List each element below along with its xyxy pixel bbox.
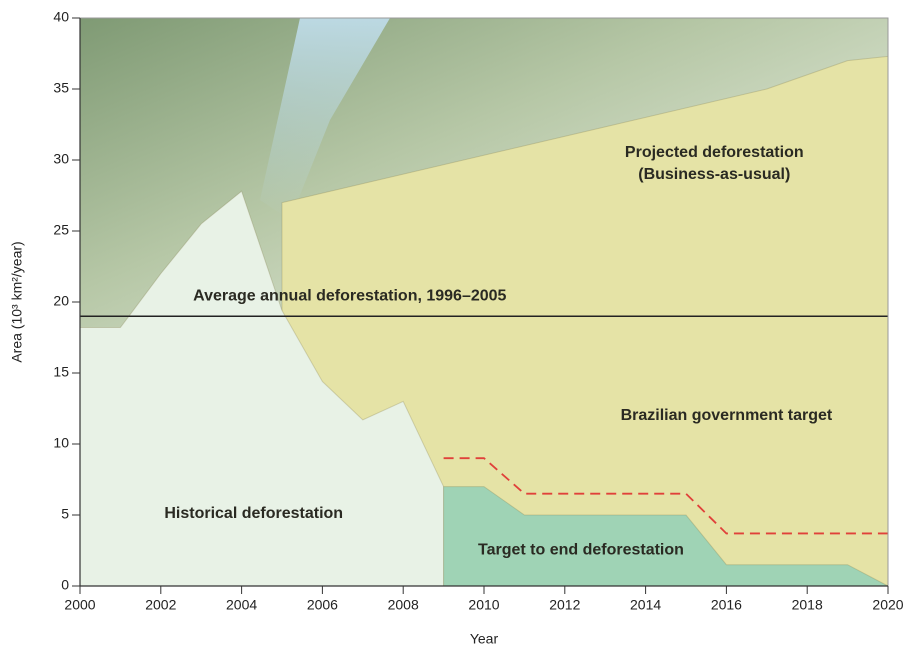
series-label: Historical deforestation	[164, 505, 343, 522]
y-tick-label: 10	[53, 435, 69, 451]
series-label: Target to end deforestation	[478, 542, 684, 559]
x-axis-label: Year	[470, 631, 499, 647]
x-tick-label: 2016	[711, 597, 742, 613]
y-tick-label: 30	[53, 151, 69, 167]
y-tick-label: 35	[53, 80, 69, 96]
x-tick-label: 2004	[226, 597, 257, 613]
y-tick-label: 15	[53, 364, 69, 380]
x-tick-label: 2014	[630, 597, 661, 613]
y-tick-label: 40	[53, 9, 69, 25]
y-tick-label: 20	[53, 293, 69, 309]
y-tick-label: 0	[61, 577, 69, 593]
x-tick-label: 2010	[468, 597, 499, 613]
x-tick-label: 2006	[307, 597, 338, 613]
chart: Year Area (10³ km²/year) Projected defor…	[0, 0, 910, 659]
series-label: (Business-as-usual)	[638, 166, 790, 183]
y-axis-label: Area (10³ km²/year)	[9, 241, 25, 362]
reference-label: Average annual deforestation, 1996–2005	[193, 287, 506, 304]
series-label: Projected deforestation	[625, 144, 804, 161]
x-tick-label: 2002	[145, 597, 176, 613]
x-tick-label: 2000	[64, 597, 95, 613]
x-tick-label: 2018	[792, 597, 823, 613]
x-tick-label: 2020	[872, 597, 903, 613]
y-tick-label: 5	[61, 506, 69, 522]
y-tick-label: 25	[53, 222, 69, 238]
x-tick-label: 2012	[549, 597, 580, 613]
series-label: Brazilian government target	[621, 407, 833, 424]
x-tick-label: 2008	[388, 597, 419, 613]
